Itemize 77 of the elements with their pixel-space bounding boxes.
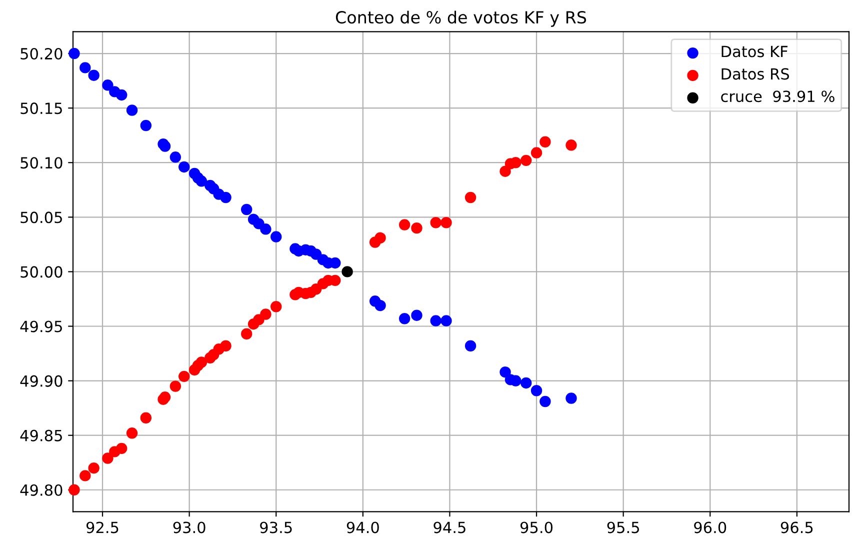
- chart-title: Conteo de % de votos KF y RS: [336, 10, 586, 27]
- point: [102, 452, 114, 464]
- point: [530, 385, 542, 396]
- point: [178, 370, 190, 382]
- point: [430, 217, 442, 228]
- point: [411, 310, 422, 321]
- point: [196, 356, 208, 368]
- y-tick-label: 49.95: [20, 320, 62, 332]
- y-tick-label: 49.80: [20, 484, 62, 496]
- x-tick-label: 94.5: [434, 522, 466, 534]
- x-tick-label: 95.5: [607, 522, 639, 534]
- x-tick-label: 96.5: [780, 522, 813, 534]
- point: [440, 315, 452, 326]
- y-tick-label: 49.85: [20, 430, 62, 442]
- point: [430, 315, 442, 326]
- point: [520, 154, 532, 166]
- point: [140, 412, 152, 424]
- y-tick-label: 50.15: [20, 102, 62, 114]
- y-tick-label: 50.00: [20, 266, 62, 278]
- point: [260, 308, 272, 320]
- point: [260, 224, 272, 235]
- point: [240, 204, 252, 216]
- point: [374, 232, 386, 244]
- point: [398, 313, 410, 324]
- point: [342, 266, 353, 278]
- x-tick-label: 96.0: [694, 522, 726, 534]
- point: [126, 428, 138, 439]
- x-tick-label: 93.0: [173, 522, 206, 534]
- y-tick-label: 49.90: [20, 375, 62, 387]
- point: [116, 89, 128, 101]
- point: [220, 192, 232, 204]
- y-tick-label: 50.20: [20, 48, 62, 60]
- point: [170, 152, 182, 163]
- point: [68, 484, 80, 496]
- y-tick-label: 50.05: [20, 212, 62, 224]
- legend-label: Datos RS: [722, 68, 790, 80]
- x-tick-label: 93.5: [260, 522, 292, 534]
- point: [170, 380, 182, 392]
- point: [500, 366, 511, 378]
- point: [80, 62, 91, 74]
- point: [80, 470, 91, 482]
- point: [270, 301, 282, 312]
- y-tick-label: 50.10: [20, 157, 62, 169]
- point: [253, 218, 264, 230]
- point: [88, 70, 100, 81]
- point: [540, 396, 551, 408]
- x-tick-label: 92.5: [86, 522, 118, 534]
- point: [440, 217, 452, 228]
- point: [68, 48, 80, 60]
- legend-label: cruce 93.91 %: [721, 90, 834, 102]
- point: [126, 104, 138, 116]
- x-tick-label: 95.0: [520, 522, 553, 534]
- point: [464, 340, 476, 352]
- x-tick-label: 94.0: [346, 522, 379, 534]
- point: [140, 120, 152, 132]
- point: [411, 222, 422, 234]
- point: [240, 328, 252, 340]
- point: [530, 147, 542, 158]
- point: [88, 462, 100, 474]
- point: [220, 340, 232, 352]
- point: [310, 248, 322, 260]
- point: [196, 176, 208, 187]
- point: [270, 231, 282, 242]
- point: [374, 300, 386, 312]
- point: [566, 140, 577, 151]
- point: [566, 392, 577, 404]
- point: [253, 314, 264, 326]
- point: [540, 136, 551, 148]
- point: [116, 442, 128, 454]
- point: [102, 80, 114, 91]
- point: [500, 166, 511, 177]
- point: [178, 161, 190, 173]
- point: [464, 192, 476, 204]
- point: [159, 140, 171, 152]
- point: [520, 377, 532, 389]
- legend-label: Datos KF: [722, 46, 788, 58]
- point: [398, 219, 410, 230]
